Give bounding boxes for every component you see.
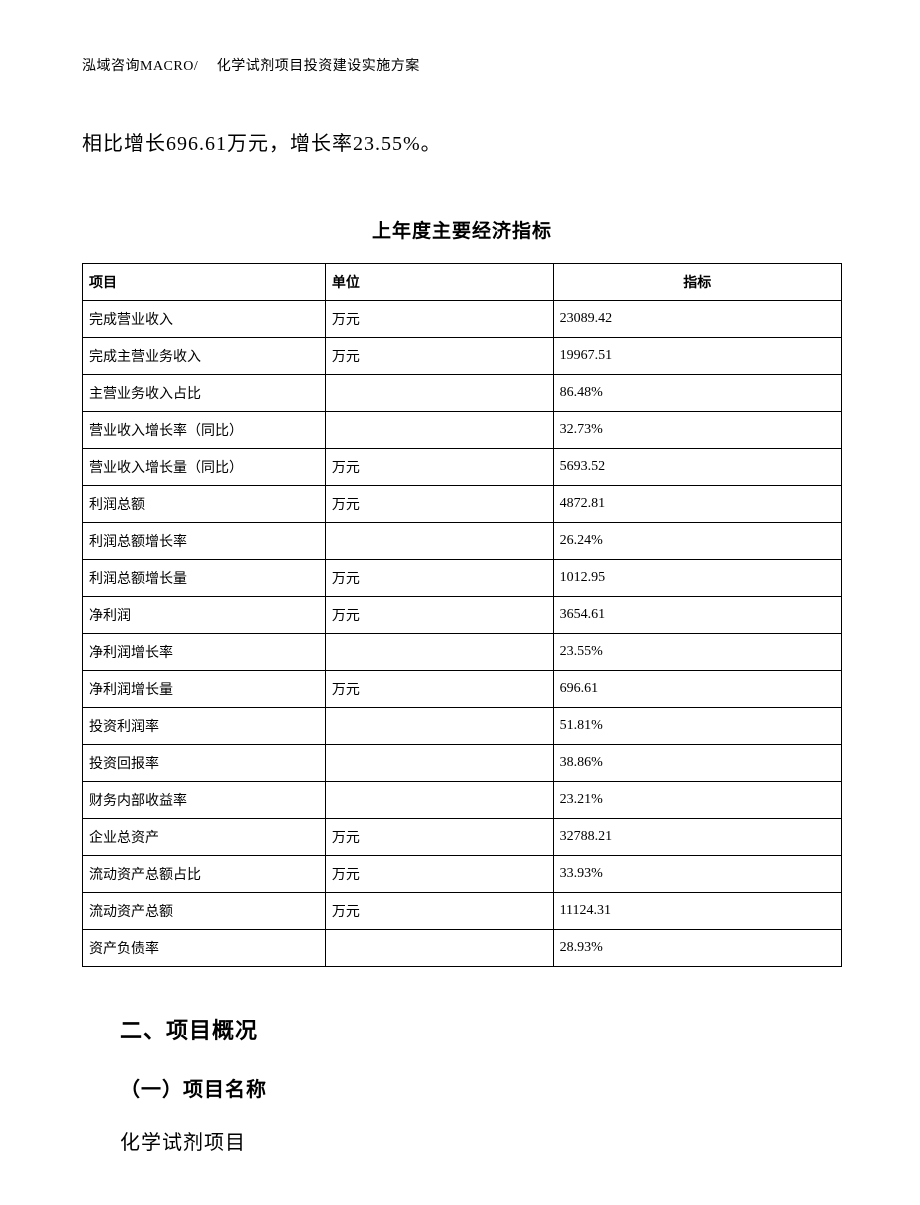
table-cell: 38.86% [553, 745, 841, 782]
table-row: 财务内部收益率 23.21% [83, 782, 842, 819]
table-cell: 3654.61 [553, 597, 841, 634]
table-cell: 流动资产总额 [83, 893, 326, 930]
table-row: 营业收入增长率（同比） 32.73% [83, 412, 842, 449]
table-cell: 万元 [325, 560, 553, 597]
table-row: 利润总额增长率 26.24% [83, 523, 842, 560]
table-cell: 28.93% [553, 930, 841, 967]
table-cell: 86.48% [553, 375, 841, 412]
table-cell [325, 708, 553, 745]
table-row: 营业收入增长量（同比）万元5693.52 [83, 449, 842, 486]
table-cell: 资产负债率 [83, 930, 326, 967]
sub-content: 化学试剂项目 [120, 1126, 842, 1155]
table-row: 资产负债率 28.93% [83, 930, 842, 967]
table-cell: 万元 [325, 486, 553, 523]
table-cell: 5693.52 [553, 449, 841, 486]
table-cell: 1012.95 [553, 560, 841, 597]
table-cell [325, 930, 553, 967]
col-project: 项目 [83, 264, 326, 301]
section-heading: 二、项目概况 [120, 1013, 842, 1045]
table-cell: 净利润增长率 [83, 634, 326, 671]
table-cell: 23.21% [553, 782, 841, 819]
table-cell: 流动资产总额占比 [83, 856, 326, 893]
table-cell: 企业总资产 [83, 819, 326, 856]
table-cell: 投资利润率 [83, 708, 326, 745]
table-cell: 696.61 [553, 671, 841, 708]
table-row: 净利润万元3654.61 [83, 597, 842, 634]
table-cell: 利润总额增长量 [83, 560, 326, 597]
table-cell: 营业收入增长量（同比） [83, 449, 326, 486]
table-cell [325, 523, 553, 560]
table-row: 净利润增长量万元696.61 [83, 671, 842, 708]
table-cell [325, 634, 553, 671]
table-cell [325, 745, 553, 782]
table-cell: 32788.21 [553, 819, 841, 856]
table-row: 投资利润率 51.81% [83, 708, 842, 745]
table-row: 完成主营业务收入万元19967.51 [83, 338, 842, 375]
table-cell: 完成营业收入 [83, 301, 326, 338]
table-cell: 51.81% [553, 708, 841, 745]
table-cell: 23089.42 [553, 301, 841, 338]
table-cell: 32.73% [553, 412, 841, 449]
page-header: 泓域咨询MACRO/ 化学试剂项目投资建设实施方案 [82, 55, 842, 75]
body-text: 相比增长696.61万元，增长率23.55%。 [82, 127, 842, 156]
col-indicator: 指标 [553, 264, 841, 301]
table-row: 净利润增长率 23.55% [83, 634, 842, 671]
table-row: 完成营业收入万元23089.42 [83, 301, 842, 338]
table-cell: 万元 [325, 856, 553, 893]
table-cell: 主营业务收入占比 [83, 375, 326, 412]
table-cell: 4872.81 [553, 486, 841, 523]
table-row: 流动资产总额万元11124.31 [83, 893, 842, 930]
table-row: 利润总额增长量万元1012.95 [83, 560, 842, 597]
table-row: 流动资产总额占比万元33.93% [83, 856, 842, 893]
table-cell: 财务内部收益率 [83, 782, 326, 819]
table-cell: 26.24% [553, 523, 841, 560]
table-cell [325, 412, 553, 449]
table-cell: 23.55% [553, 634, 841, 671]
table-cell: 19967.51 [553, 338, 841, 375]
table-cell [325, 375, 553, 412]
table-cell: 万元 [325, 338, 553, 375]
table-row: 企业总资产万元32788.21 [83, 819, 842, 856]
table-row: 主营业务收入占比 86.48% [83, 375, 842, 412]
table-cell: 净利润增长量 [83, 671, 326, 708]
economic-indicators-table: 项目 单位 指标 完成营业收入万元23089.42完成主营业务收入万元19967… [82, 263, 842, 967]
table-cell: 利润总额增长率 [83, 523, 326, 560]
table-cell: 投资回报率 [83, 745, 326, 782]
table-cell: 11124.31 [553, 893, 841, 930]
table-cell: 净利润 [83, 597, 326, 634]
table-row: 投资回报率 38.86% [83, 745, 842, 782]
table-cell: 33.93% [553, 856, 841, 893]
table-cell: 营业收入增长率（同比） [83, 412, 326, 449]
table-cell: 完成主营业务收入 [83, 338, 326, 375]
table-cell: 万元 [325, 597, 553, 634]
table-cell: 万元 [325, 671, 553, 708]
table-cell: 万元 [325, 301, 553, 338]
table-header-row: 项目 单位 指标 [83, 264, 842, 301]
table-cell: 万元 [325, 819, 553, 856]
table-title: 上年度主要经济指标 [82, 216, 842, 243]
table-row: 利润总额万元4872.81 [83, 486, 842, 523]
sub-heading: （一）项目名称 [120, 1073, 842, 1102]
table-cell: 万元 [325, 449, 553, 486]
table-cell: 利润总额 [83, 486, 326, 523]
table-cell: 万元 [325, 893, 553, 930]
table-cell [325, 782, 553, 819]
col-unit: 单位 [325, 264, 553, 301]
